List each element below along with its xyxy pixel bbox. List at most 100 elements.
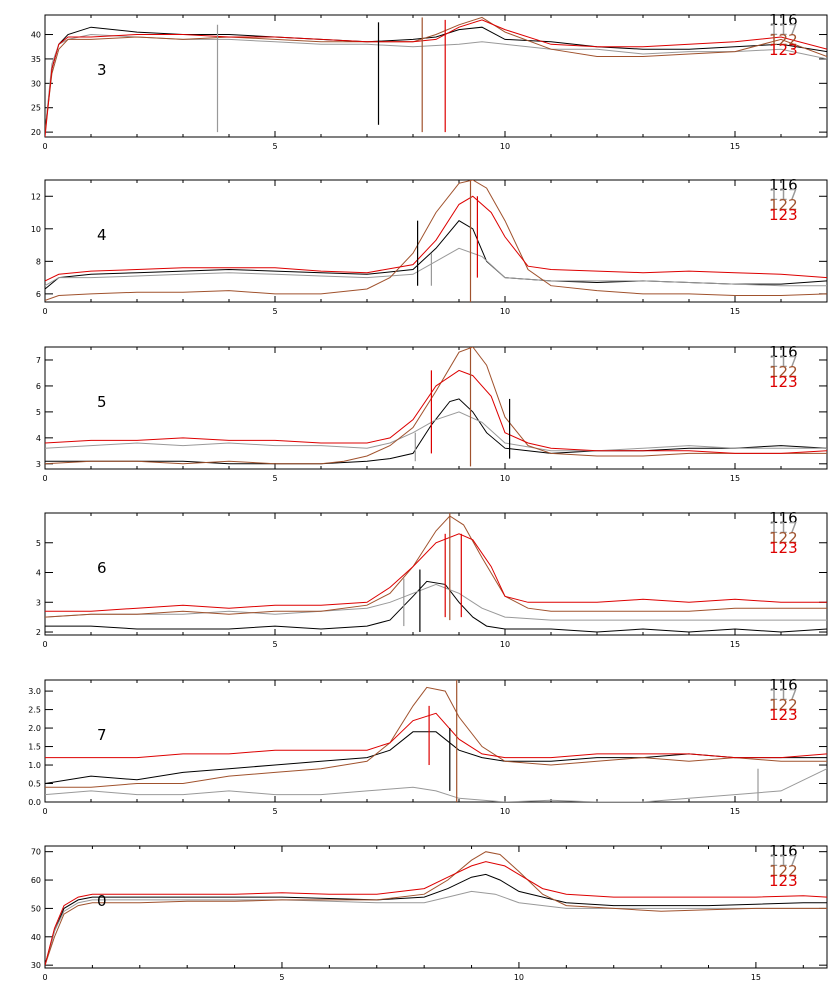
series-line-117 xyxy=(45,583,827,621)
y-tick-label: 1.5 xyxy=(28,743,41,752)
legend-entry-122: 122 xyxy=(769,31,798,49)
legend-entry-116: 116 xyxy=(769,842,798,860)
y-tick-label: 3 xyxy=(36,598,41,607)
series-line-116 xyxy=(45,26,827,133)
panel-label: 7 xyxy=(97,726,107,744)
series-line-116 xyxy=(45,398,827,465)
y-tick-label: 30 xyxy=(31,79,41,88)
series-line-117 xyxy=(45,247,827,287)
x-tick-label: 15 xyxy=(730,640,740,649)
y-tick-label: 6 xyxy=(36,290,41,299)
plot-frame xyxy=(44,14,828,138)
series-line-117 xyxy=(45,768,827,802)
y-tick-label: 0.0 xyxy=(28,798,41,807)
legend-entry-123: 123 xyxy=(769,41,798,59)
x-tick-label: 5 xyxy=(272,307,277,316)
series-line-116 xyxy=(45,731,827,784)
series-line-117 xyxy=(45,890,827,966)
y-tick-label: 6 xyxy=(36,382,41,391)
series-line-116 xyxy=(45,220,827,290)
series-line-122 xyxy=(45,180,827,301)
legend-entry-122: 122 xyxy=(769,196,798,214)
y-tick-label: 2 xyxy=(36,628,41,637)
legend-entry-123: 123 xyxy=(769,706,798,724)
y-tick-label: 2.5 xyxy=(28,706,41,715)
y-tick-label: 5 xyxy=(36,539,41,548)
y-tick-label: 8 xyxy=(36,257,41,266)
series-line-123 xyxy=(45,533,827,612)
y-tick-label: 3.0 xyxy=(28,687,41,696)
y-tick-label: 40 xyxy=(31,933,41,942)
legend-entry-117: 117 xyxy=(769,186,798,204)
legend-entry-117: 117 xyxy=(769,353,798,371)
series-line-122 xyxy=(45,515,827,618)
x-tick-label: 5 xyxy=(272,807,277,816)
plot-frame xyxy=(44,845,828,969)
y-tick-label: 50 xyxy=(31,904,41,913)
x-tick-label: 5 xyxy=(272,142,277,151)
x-tick-label: 5 xyxy=(272,474,277,483)
plot-frame xyxy=(44,679,828,803)
legend-entry-117: 117 xyxy=(769,852,798,870)
series-line-123 xyxy=(45,19,827,137)
plot-frame xyxy=(44,512,828,636)
x-tick-label: 10 xyxy=(514,973,524,982)
y-tick-label: 1.0 xyxy=(28,761,41,770)
panel-label: 6 xyxy=(97,559,107,577)
series-line-122 xyxy=(45,347,827,465)
x-tick-label: 10 xyxy=(500,307,510,316)
series-line-123 xyxy=(45,712,827,759)
x-tick-label: 15 xyxy=(730,142,740,151)
x-tick-label: 10 xyxy=(500,640,510,649)
x-tick-label: 10 xyxy=(500,807,510,816)
y-tick-label: 30 xyxy=(31,961,41,970)
y-tick-label: 40 xyxy=(31,31,41,40)
x-tick-label: 10 xyxy=(500,142,510,151)
series-line-117 xyxy=(45,33,827,133)
x-tick-label: 0 xyxy=(42,807,47,816)
legend-entry-117: 117 xyxy=(769,686,798,704)
x-tick-label: 0 xyxy=(42,973,47,982)
x-tick-label: 0 xyxy=(42,640,47,649)
y-tick-label: 3 xyxy=(36,460,41,469)
legend-entry-122: 122 xyxy=(769,529,798,547)
y-tick-label: 2.0 xyxy=(28,724,41,733)
legend-entry-117: 117 xyxy=(769,21,798,39)
x-tick-label: 5 xyxy=(272,640,277,649)
series-line-116 xyxy=(45,873,827,966)
legend-entry-116: 116 xyxy=(769,676,798,694)
x-tick-label: 0 xyxy=(42,307,47,316)
x-tick-label: 0 xyxy=(42,474,47,483)
panel-label: 4 xyxy=(97,226,107,244)
legend-entry-123: 123 xyxy=(769,373,798,391)
x-tick-label: 15 xyxy=(730,474,740,483)
series-line-117 xyxy=(45,411,827,452)
legend-entry-123: 123 xyxy=(769,539,798,557)
x-tick-label: 5 xyxy=(279,973,284,982)
legend-entry-122: 122 xyxy=(769,862,798,880)
plot-frame xyxy=(44,346,828,470)
x-tick-label: 15 xyxy=(730,807,740,816)
legend-entry-122: 122 xyxy=(769,696,798,714)
y-tick-label: 20 xyxy=(31,128,41,137)
series-line-123 xyxy=(45,861,827,966)
y-tick-label: 35 xyxy=(31,55,41,64)
y-tick-label: 0.5 xyxy=(28,780,41,789)
plot-frame xyxy=(44,179,828,303)
y-tick-label: 12 xyxy=(31,192,41,201)
y-tick-label: 4 xyxy=(36,569,41,578)
series-line-123 xyxy=(45,195,827,282)
series-line-122 xyxy=(45,686,827,788)
x-tick-label: 10 xyxy=(500,474,510,483)
x-tick-label: 0 xyxy=(42,142,47,151)
series-line-122 xyxy=(45,851,827,966)
legend-entry-116: 116 xyxy=(769,509,798,527)
x-tick-label: 15 xyxy=(751,973,761,982)
